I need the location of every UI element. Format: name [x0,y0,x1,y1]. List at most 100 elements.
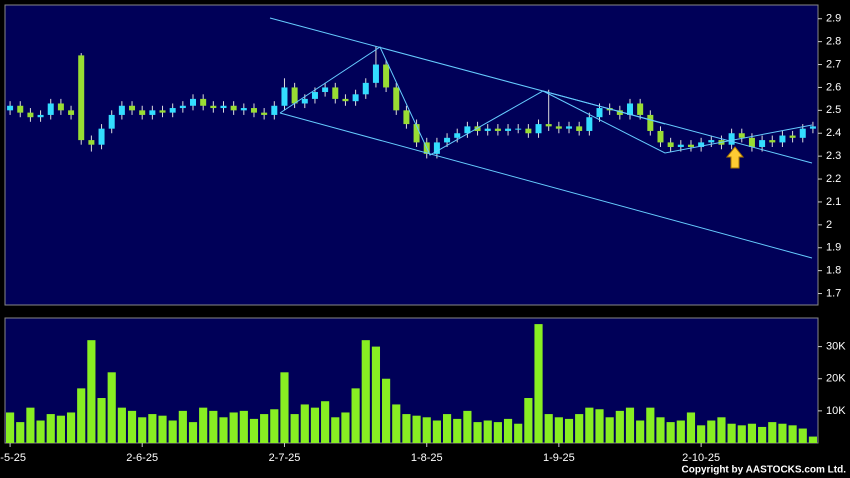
y-tick-label: 2.4 [826,127,841,139]
volume-bar [788,425,797,443]
candle-body [677,144,684,147]
candle-body [250,108,257,113]
candle-body [362,82,369,95]
volume-bar [260,414,269,443]
volume-bar [351,388,360,443]
candle-body [687,144,694,147]
candle-body [535,124,542,134]
y-tick-label: 2.1 [826,196,841,208]
candle-body [169,108,176,113]
volume-bar [402,414,411,443]
volume-bar [239,410,248,443]
volume-bar [493,422,502,443]
candle-body [129,105,136,111]
volume-bar [66,412,76,443]
candle-body [464,126,471,134]
volume-bar [270,409,279,443]
candle-body [728,133,735,145]
candle-body [88,140,95,145]
y-tick-label: 2.3 [826,150,841,162]
volume-bar [138,417,147,443]
candle-body [372,64,379,83]
candle-body [586,117,593,131]
volume-bar [768,422,777,443]
candle-body [779,135,786,143]
candle-body [78,55,85,141]
volume-bar [625,407,635,443]
volume-bar [300,404,309,443]
candle-body [708,140,715,143]
candle-body [240,108,247,111]
volume-bar [310,407,320,443]
candle-body [444,137,451,143]
volume-bar [514,423,523,443]
volume-bar [534,324,543,443]
candle-body [230,105,237,111]
volume-bar [219,417,228,443]
volume-bar [727,423,736,443]
x-tick-label: 2-6-25 [126,452,158,464]
volume-bar [209,410,218,443]
volume-bar [77,388,86,443]
volume-bar [473,422,482,443]
volume-bar [595,409,604,443]
x-tick-label: 2-7-25 [269,452,301,464]
candle-body [799,128,806,138]
candle-body [748,137,755,147]
volume-bar [16,422,25,443]
volume-bar [36,420,45,443]
volume-bar [656,417,665,443]
volume-bar [707,420,716,443]
volume-bar [615,410,624,443]
volume-bar [503,418,513,443]
candle-body [403,110,410,125]
volume-bar [127,410,137,443]
candle-body [393,87,400,111]
candle-body [57,103,64,111]
volume-bar [26,407,35,443]
y-tick-label: 20K [826,373,846,385]
volume-bar [483,420,492,443]
volume-bar [46,414,55,443]
volume-bar [178,410,187,443]
y-tick-label: 2.9 [826,13,841,25]
candle-body [311,92,318,99]
candle-body [149,110,156,115]
volume-bar [188,422,198,443]
volume-bar [544,414,553,443]
trend-line [279,112,813,259]
volume-bar [758,426,767,443]
volume-bar [382,378,391,443]
candle-body [37,114,44,118]
candle-body [98,128,105,145]
candle-body [667,142,674,147]
volume-bar [321,401,330,443]
candle-body [139,110,146,115]
volume-bar [412,415,421,443]
y-tick-label: 1.9 [826,242,841,254]
volume-bar [331,417,340,443]
candle-body [657,130,664,143]
volume-bar [676,420,685,443]
volume-bar [808,436,817,443]
candle-body [118,105,125,115]
candle-body [515,128,522,130]
candle-body [179,105,186,109]
volume-bar [229,412,238,443]
volume-bar [6,412,15,443]
volume-bar [442,414,452,443]
candle-body [332,87,339,99]
volume-bar [107,372,116,443]
y-tick-label: 2.6 [826,81,841,93]
y-tick-label: 2.2 [826,173,841,185]
candle-body [789,135,796,138]
trend-lines [269,17,813,259]
x-tick-label: 1-8-25 [411,452,443,464]
volume-bar [575,414,584,443]
volume-bar [341,412,350,443]
arrow-marker [725,146,745,169]
candle-body [769,140,776,143]
candle-body [68,110,75,115]
volume-bar [564,418,574,443]
volume-bar [290,414,299,443]
